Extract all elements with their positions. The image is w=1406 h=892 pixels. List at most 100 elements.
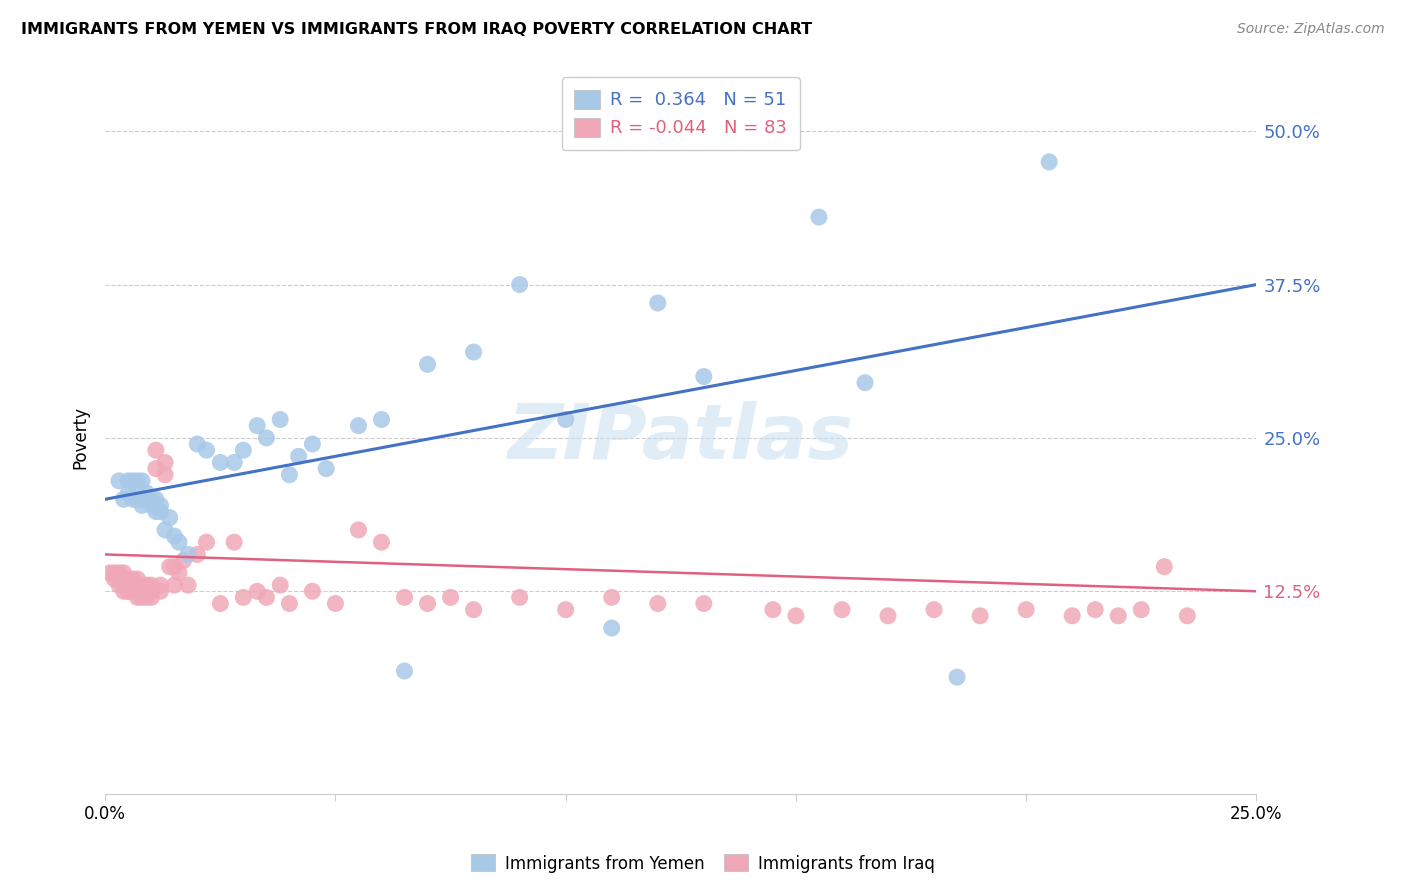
Point: [121, 492, 143, 507]
Point: [509, 277, 531, 292]
Point: [394, 664, 416, 678]
Point: [1062, 608, 1084, 623]
Point: [117, 486, 139, 500]
Point: [1084, 602, 1107, 616]
Point: [153, 467, 176, 482]
Legend: R =  0.364   N = 51, R = -0.044   N = 83: R = 0.364 N = 51, R = -0.044 N = 83: [561, 77, 800, 150]
Point: [163, 578, 186, 592]
Point: [112, 572, 135, 586]
Point: [127, 486, 149, 500]
Point: [554, 412, 576, 426]
Point: [127, 492, 149, 507]
Point: [831, 602, 853, 616]
Point: [141, 591, 163, 605]
Point: [269, 578, 291, 592]
Point: [693, 369, 716, 384]
Point: [167, 535, 190, 549]
Point: [509, 591, 531, 605]
Point: [103, 572, 125, 586]
Point: [1153, 559, 1175, 574]
Point: [121, 584, 143, 599]
Point: [145, 461, 167, 475]
Point: [163, 559, 186, 574]
Point: [254, 591, 277, 605]
Point: [117, 578, 139, 592]
Point: [647, 597, 669, 611]
Point: [135, 591, 157, 605]
Point: [370, 412, 392, 426]
Point: [108, 578, 131, 592]
Point: [121, 474, 143, 488]
Text: ZIPatlas: ZIPatlas: [508, 401, 853, 475]
Text: Source: ZipAtlas.com: Source: ZipAtlas.com: [1237, 22, 1385, 37]
Point: [121, 578, 143, 592]
Point: [269, 412, 291, 426]
Point: [347, 418, 370, 433]
Point: [1175, 608, 1198, 623]
Point: [600, 591, 623, 605]
Point: [145, 504, 167, 518]
Point: [186, 548, 208, 562]
Point: [117, 572, 139, 586]
Point: [145, 492, 167, 507]
Point: [177, 578, 200, 592]
Point: [127, 584, 149, 599]
Point: [554, 602, 576, 616]
Point: [121, 572, 143, 586]
Point: [224, 535, 246, 549]
Point: [131, 584, 153, 599]
Point: [209, 455, 232, 469]
Point: [141, 499, 163, 513]
Point: [127, 474, 149, 488]
Point: [108, 566, 131, 580]
Point: [1107, 608, 1129, 623]
Point: [439, 591, 461, 605]
Point: [108, 572, 131, 586]
Point: [693, 597, 716, 611]
Point: [877, 608, 900, 623]
Point: [246, 584, 269, 599]
Point: [135, 584, 157, 599]
Point: [135, 486, 157, 500]
Point: [112, 584, 135, 599]
Point: [103, 566, 125, 580]
Point: [1130, 602, 1153, 616]
Point: [325, 597, 347, 611]
Text: IMMIGRANTS FROM YEMEN VS IMMIGRANTS FROM IRAQ POVERTY CORRELATION CHART: IMMIGRANTS FROM YEMEN VS IMMIGRANTS FROM…: [21, 22, 813, 37]
Point: [127, 572, 149, 586]
Point: [153, 523, 176, 537]
Point: [127, 584, 149, 599]
Legend: Immigrants from Yemen, Immigrants from Iraq: Immigrants from Yemen, Immigrants from I…: [465, 847, 941, 880]
Point: [131, 499, 153, 513]
Point: [131, 492, 153, 507]
Point: [131, 474, 153, 488]
Point: [121, 578, 143, 592]
Point: [141, 584, 163, 599]
Point: [98, 566, 121, 580]
Point: [112, 492, 135, 507]
Point: [149, 499, 172, 513]
Point: [149, 584, 172, 599]
Point: [416, 597, 439, 611]
Point: [117, 584, 139, 599]
Point: [108, 474, 131, 488]
Point: [195, 535, 218, 549]
Point: [186, 437, 208, 451]
Point: [853, 376, 876, 390]
Point: [127, 578, 149, 592]
Point: [209, 597, 232, 611]
Point: [301, 437, 323, 451]
Point: [1015, 602, 1038, 616]
Point: [149, 504, 172, 518]
Point: [946, 670, 969, 684]
Point: [145, 443, 167, 458]
Point: [463, 602, 485, 616]
Point: [807, 210, 830, 224]
Point: [159, 559, 181, 574]
Point: [370, 535, 392, 549]
Point: [922, 602, 945, 616]
Point: [347, 523, 370, 537]
Point: [224, 455, 246, 469]
Point: [1038, 154, 1060, 169]
Point: [254, 431, 277, 445]
